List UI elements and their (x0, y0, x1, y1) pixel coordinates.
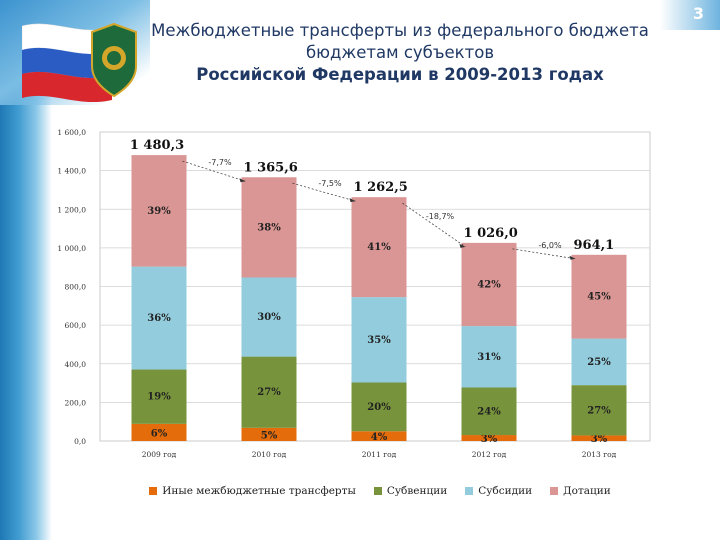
segment-label: 6% (151, 428, 168, 439)
x-tick-label: 2013 год (582, 450, 617, 459)
x-tick-label: 2009 год (142, 450, 177, 459)
y-tick-label: 600,0 (65, 321, 87, 330)
y-tick-label: 1 000,0 (57, 244, 86, 253)
change-label: -7,5% (318, 179, 342, 188)
y-tick-label: 0,0 (74, 437, 86, 446)
bar-segment (461, 387, 517, 436)
legend-swatch (373, 487, 382, 495)
total-label: 1 026,0 (464, 226, 518, 241)
total-label: 1 480,3 (130, 138, 184, 153)
bar-segment (241, 277, 297, 357)
bar-segment (351, 297, 407, 383)
segment-label: 42% (477, 279, 501, 290)
legend-item: Иные межбюджетные трансферты (149, 485, 356, 497)
bar-segment (241, 356, 297, 428)
change-label: -7,7% (208, 158, 232, 167)
segment-label: 20% (367, 402, 391, 413)
bar-segment (461, 435, 517, 441)
bar-segment (461, 326, 517, 388)
segment-label: 3% (591, 434, 608, 445)
bar-segment (131, 369, 187, 424)
bar-segment (571, 385, 627, 436)
change-arrowhead (459, 243, 466, 248)
title-line-3: Российской Федерации в 2009-2013 годах (196, 65, 604, 84)
y-tick-label: 200,0 (65, 398, 87, 407)
y-tick-label: 1 400,0 (57, 167, 86, 176)
x-tick-label: 2010 год (252, 450, 287, 459)
segment-label: 36% (147, 313, 171, 324)
legend-item: Субвенции (373, 485, 448, 497)
y-tick-label: 1 200,0 (57, 205, 86, 214)
bar-segment (131, 266, 187, 370)
bar-segment (571, 338, 627, 386)
segment-label: 41% (367, 242, 391, 253)
change-label: -6,0% (538, 241, 562, 250)
russian-flag-emblem-icon (22, 22, 137, 102)
legend-label: Иные межбюджетные трансферты (162, 485, 356, 497)
x-tick-label: 2011 год (362, 450, 397, 459)
segment-label: 27% (257, 387, 281, 398)
legend-item: Дотации (550, 485, 611, 497)
slide-title: Межбюджетные трансферты из федерального … (150, 20, 650, 86)
change-arrowhead (239, 178, 246, 183)
change-arrow (512, 248, 576, 260)
change-arrow (182, 160, 246, 182)
segment-label: 30% (257, 312, 281, 323)
segment-label: 25% (587, 357, 611, 368)
segment-label: 38% (257, 222, 281, 233)
legend-swatch (465, 487, 474, 495)
segment-label: 27% (587, 405, 611, 416)
bar-segment (241, 427, 297, 441)
segment-label: 19% (147, 392, 171, 403)
bar-segment (351, 197, 407, 298)
legend-label: Дотации (563, 485, 611, 497)
stacked-bar-chart: 0,0 200,0 400,0 600,0 800,0 1 000,0 1 200,0 1 4… (57, 128, 651, 459)
bar-segment (461, 242, 517, 327)
legend-label: Субсидии (478, 485, 533, 497)
legend-item: Субсидии (465, 485, 532, 497)
segment-label: 39% (147, 206, 171, 217)
y-tick-label: 400,0 (65, 360, 87, 369)
bar-segment (131, 423, 187, 441)
legend-swatch (550, 487, 559, 495)
total-label: 1 262,5 (354, 180, 408, 195)
segment-label: 3% (481, 434, 498, 445)
legend-swatch (149, 487, 158, 495)
bar-segment (351, 382, 407, 432)
total-label: 964,1 (574, 238, 615, 253)
chart-legend: Иные межбюджетные трансферты Субвенции Суб… (120, 485, 640, 497)
y-tick-label: 800,0 (65, 283, 87, 292)
change-arrow (402, 202, 466, 248)
y-tick-label: 1 600,0 (57, 128, 86, 137)
bar-segment (351, 431, 407, 441)
bar-segment (571, 435, 627, 441)
title-line-2: бюджетам субъектов (305, 43, 495, 62)
segment-label: 4% (371, 432, 388, 443)
segment-label: 24% (477, 406, 501, 417)
legend-label: Субвенции (386, 485, 448, 497)
segment-label: 5% (261, 430, 278, 441)
slide-number: 3 (692, 4, 704, 23)
bar-segment (131, 155, 187, 267)
bar-segment (571, 254, 627, 339)
x-tick-label: 2012 год (472, 450, 507, 459)
top-right-decor-band (660, 0, 720, 30)
segment-label: 45% (587, 292, 611, 303)
bar-segment (241, 177, 297, 278)
change-arrow (292, 182, 356, 202)
change-arrowhead (349, 198, 356, 203)
segment-label: 31% (477, 352, 501, 363)
change-label: -18,7% (426, 212, 455, 221)
total-label: 1 365,6 (244, 160, 298, 175)
segment-label: 35% (367, 335, 391, 346)
change-arrowhead (569, 255, 576, 260)
title-line-1: Межбюджетные трансферты из федерального … (151, 21, 649, 40)
